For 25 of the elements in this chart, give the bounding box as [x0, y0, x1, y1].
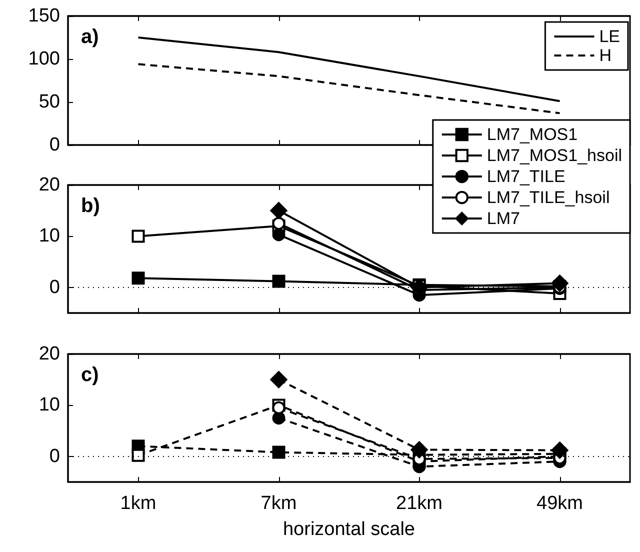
y-tick-label: 50: [38, 92, 60, 112]
y-tick-label: 20: [38, 344, 60, 364]
legend-label: LM7_TILE: [486, 167, 566, 186]
x-tick-label: 49km: [536, 493, 583, 514]
legend-label: H: [599, 46, 612, 65]
text: b): [81, 195, 100, 217]
x-tick-label: 7km: [260, 493, 297, 514]
x-tick-label: 1km: [120, 493, 156, 514]
y-tick-label: 10: [38, 226, 60, 247]
legend-label: LM7_TILE_hsoil: [486, 188, 610, 207]
x-tick-label: 21km: [396, 493, 442, 514]
y-tick-label: 0: [49, 134, 60, 156]
y-tick-label: 20: [38, 174, 60, 196]
x-axis-title: horizontal scale: [282, 519, 416, 540]
y-tick-label: 0: [49, 276, 60, 298]
legend-label: LE: [599, 27, 620, 46]
text: a): [81, 26, 99, 48]
legend-label: LM7_MOS1: [486, 125, 578, 144]
y-tick-label: 100: [28, 48, 60, 70]
text: c): [81, 364, 99, 386]
legend-label: LM7_MOS1_hsoil: [486, 146, 622, 165]
y-tick-label: 10: [38, 394, 60, 416]
y-tick-label: 0: [49, 446, 60, 467]
y-tick-label: 150: [28, 6, 60, 26]
legend-label: LM7: [486, 209, 520, 228]
